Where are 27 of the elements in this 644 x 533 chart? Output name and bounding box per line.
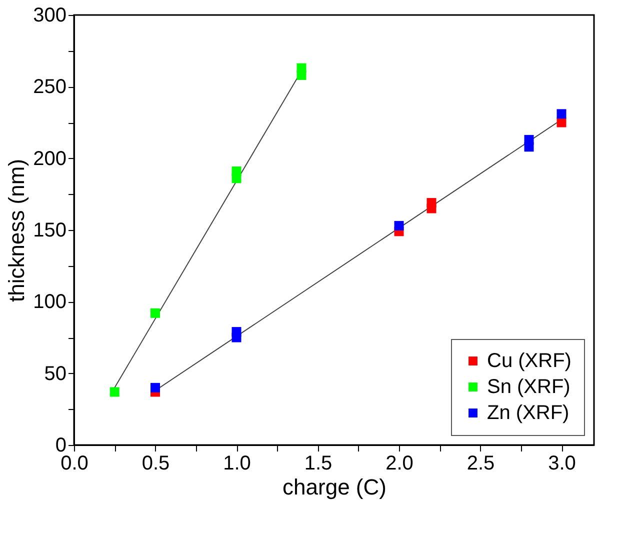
y-tick-label: 50 bbox=[44, 362, 66, 385]
point bbox=[524, 134, 534, 144]
y-tick-label: 150 bbox=[33, 220, 66, 242]
legend-label: Sn (XRF) bbox=[487, 376, 570, 398]
point bbox=[232, 327, 242, 337]
y-tick-label: 250 bbox=[33, 76, 66, 98]
point bbox=[394, 220, 404, 230]
point bbox=[426, 198, 436, 208]
y-tick-label: 200 bbox=[33, 148, 66, 170]
point bbox=[110, 387, 120, 397]
point bbox=[296, 63, 306, 73]
legend-label: Zn (XRF) bbox=[487, 402, 570, 424]
y-tick-label: 100 bbox=[33, 291, 66, 314]
point bbox=[232, 166, 242, 176]
x-tick-label: 2.0 bbox=[386, 452, 414, 474]
x-tick-label: 0.5 bbox=[142, 452, 170, 474]
x-axis-title: charge (C) bbox=[282, 474, 386, 500]
x-tick-label: 1.0 bbox=[223, 452, 251, 474]
point bbox=[150, 382, 160, 392]
point bbox=[150, 308, 160, 318]
y-tick-label: 300 bbox=[33, 4, 66, 26]
x-tick-label: 3.0 bbox=[548, 452, 576, 474]
x-tick-label: 2.5 bbox=[466, 452, 495, 474]
y-axis-title: thickness (nm) bbox=[4, 158, 30, 302]
legend-label: Cu (XRF) bbox=[487, 350, 572, 372]
x-tick-label: 1.5 bbox=[304, 452, 332, 474]
point bbox=[556, 109, 566, 119]
